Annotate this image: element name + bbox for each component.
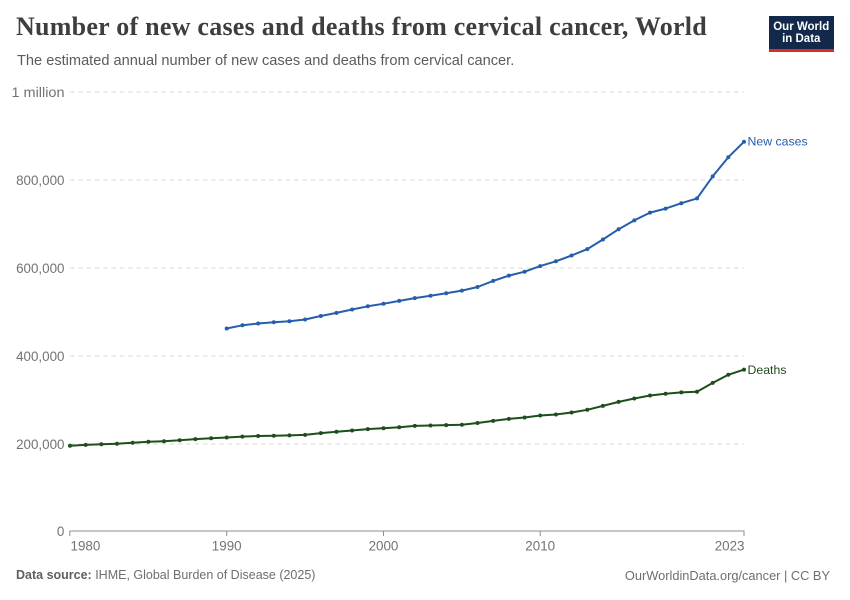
svg-text:New cases: New cases [748, 135, 808, 149]
svg-text:0: 0 [57, 524, 64, 539]
svg-text:2000: 2000 [369, 539, 399, 554]
svg-text:2023: 2023 [715, 539, 745, 554]
svg-text:1980: 1980 [71, 539, 101, 554]
svg-text:600,000: 600,000 [16, 261, 64, 276]
svg-text:400,000: 400,000 [16, 349, 64, 364]
svg-text:800,000: 800,000 [16, 173, 64, 188]
svg-text:1 million: 1 million [12, 85, 65, 100]
svg-text:200,000: 200,000 [16, 437, 64, 452]
svg-text:1990: 1990 [212, 539, 242, 554]
svg-text:2010: 2010 [525, 539, 555, 554]
svg-text:Deaths: Deaths [748, 363, 787, 377]
